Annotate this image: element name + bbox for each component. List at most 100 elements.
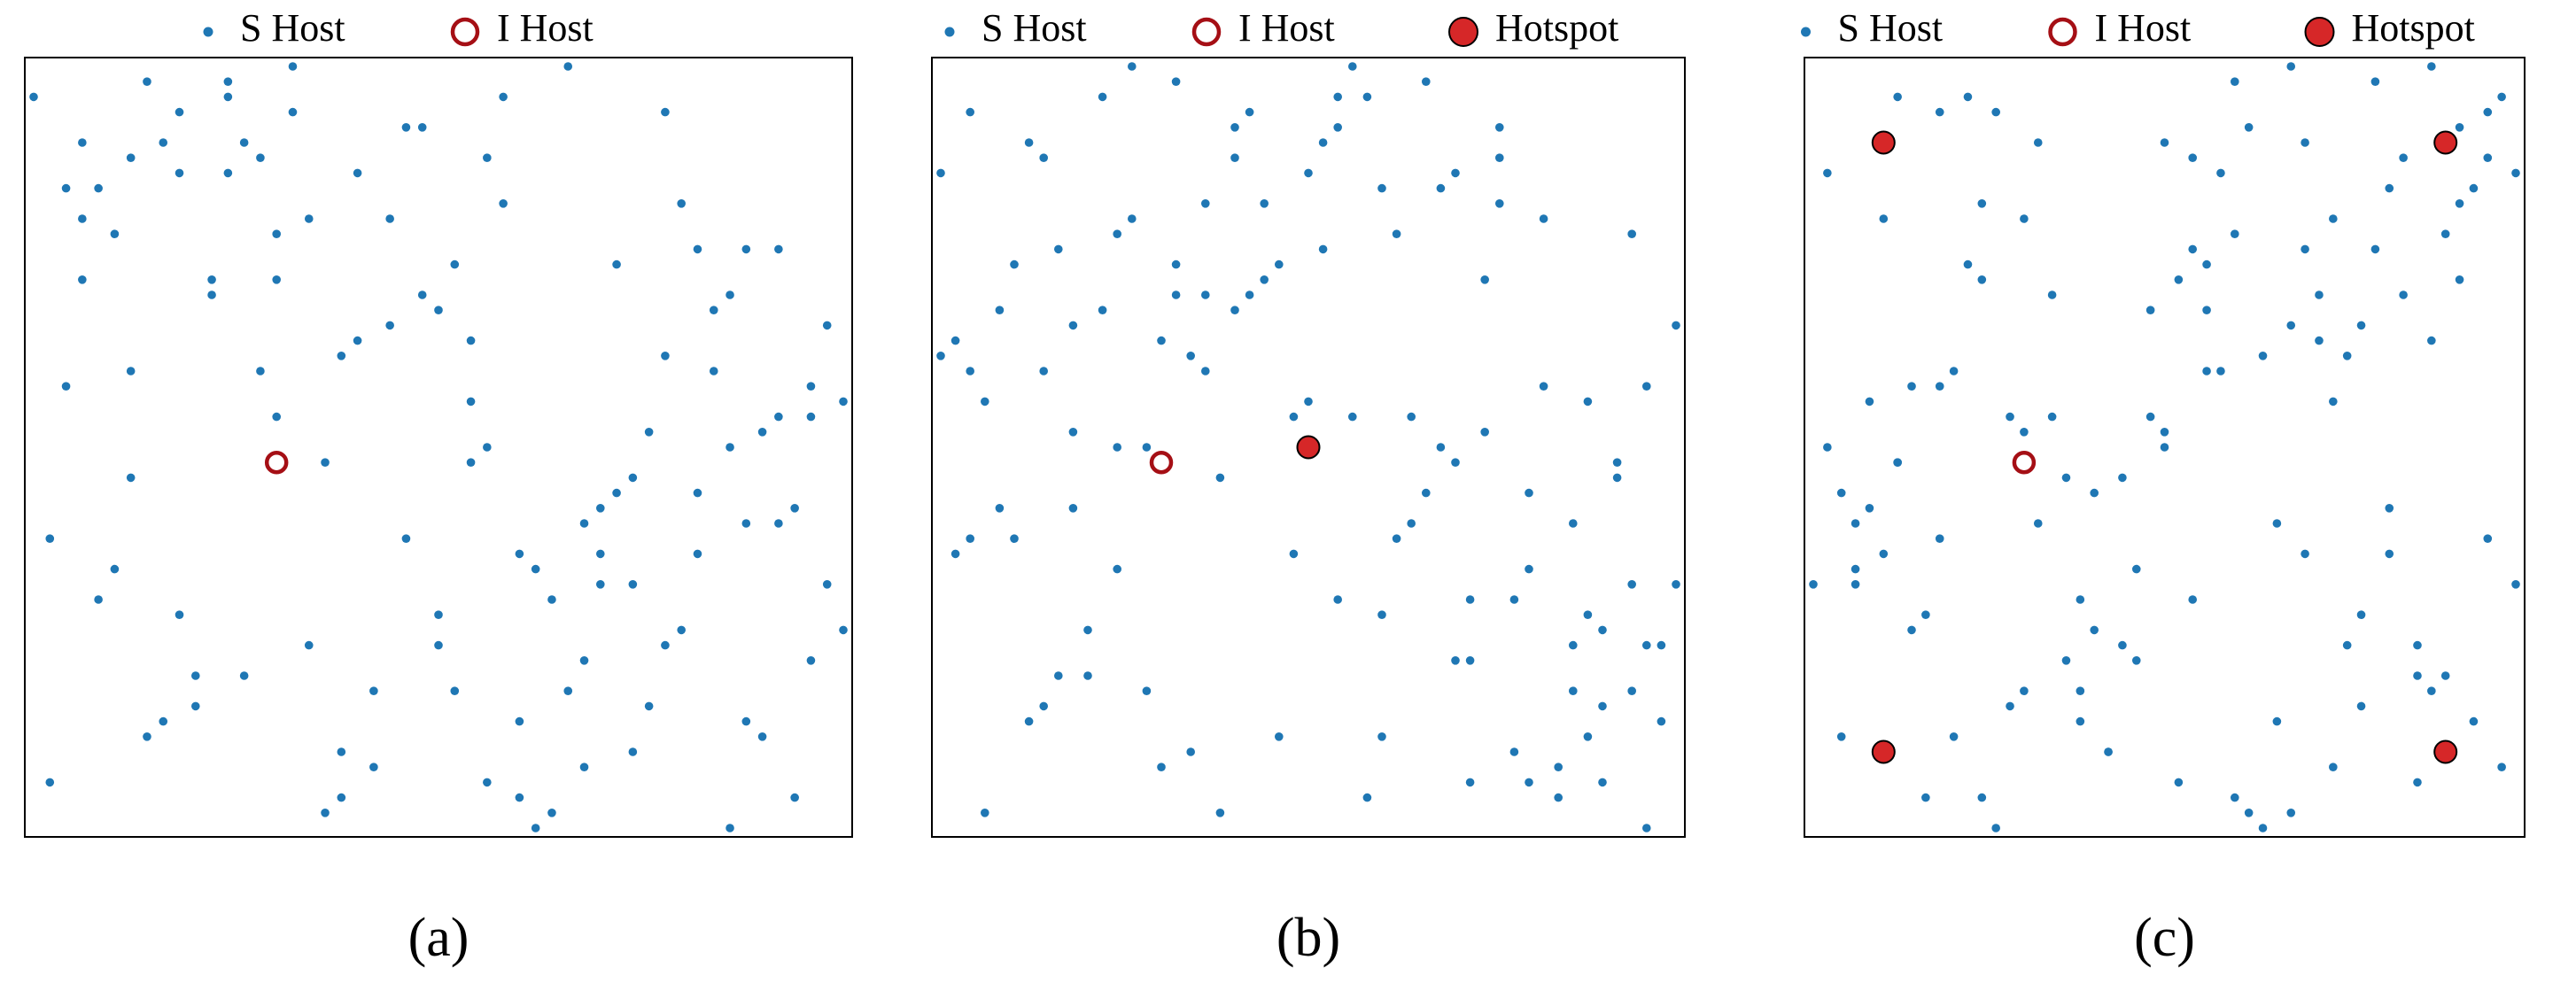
s-host — [434, 610, 443, 619]
s-host — [1260, 275, 1269, 284]
s-host — [175, 610, 184, 619]
s-host — [1230, 306, 1239, 315]
s-host — [579, 656, 589, 665]
legend-marker — [1801, 27, 1811, 37]
s-host — [61, 183, 71, 193]
s-host — [2427, 686, 2436, 695]
s-host — [321, 458, 330, 467]
s-host — [450, 686, 460, 695]
s-host — [1851, 580, 1860, 589]
s-host — [1186, 747, 1195, 756]
s-host — [1935, 534, 1944, 543]
s-host — [2483, 534, 2493, 543]
s-host — [2413, 671, 2422, 680]
s-host — [2188, 595, 2198, 604]
s-host — [1142, 686, 1152, 695]
s-host — [950, 336, 960, 345]
s-host — [2385, 549, 2394, 559]
s-host — [2145, 306, 2155, 315]
s-host — [1836, 488, 1846, 498]
hotspot — [1871, 130, 1896, 155]
s-host — [693, 488, 702, 498]
s-host — [61, 382, 71, 391]
s-host — [2231, 77, 2239, 86]
s-host — [2356, 321, 2366, 330]
s-host — [2455, 275, 2464, 284]
s-host — [2231, 793, 2239, 802]
s-host — [1201, 367, 1210, 375]
s-host — [2455, 123, 2464, 132]
s-host — [29, 92, 38, 102]
s-host — [1333, 92, 1342, 102]
s-host — [175, 168, 184, 178]
s-host — [2061, 656, 2071, 665]
s-host — [2399, 153, 2408, 162]
s-host — [2315, 336, 2324, 345]
s-host — [1480, 275, 1489, 284]
s-host — [2342, 352, 2352, 360]
s-host — [1539, 382, 1548, 391]
s-host — [450, 259, 460, 269]
s-host — [515, 793, 524, 802]
s-host — [2020, 686, 2029, 695]
s-host — [774, 244, 783, 254]
s-host — [2188, 153, 2198, 162]
s-host — [126, 473, 136, 483]
s-host — [1921, 610, 1930, 619]
s-host — [1407, 519, 1416, 528]
s-host — [2090, 625, 2099, 635]
legend-marker — [450, 17, 480, 47]
s-host — [1657, 640, 1666, 650]
s-host — [644, 428, 654, 437]
s-host — [2076, 716, 2085, 726]
s-host — [2511, 168, 2520, 178]
s-host — [2145, 412, 2155, 422]
s-host — [1921, 793, 1930, 802]
s-host — [45, 534, 55, 543]
s-host — [1171, 77, 1181, 86]
s-host — [1851, 564, 1860, 574]
s-host — [1377, 183, 1386, 193]
s-host — [2427, 62, 2436, 71]
s-host — [159, 716, 168, 726]
s-host — [822, 580, 832, 589]
s-host — [822, 321, 832, 330]
s-host — [1949, 732, 1959, 741]
s-host — [1627, 580, 1636, 589]
s-host — [1113, 443, 1121, 452]
s-host — [596, 549, 605, 559]
s-host — [2483, 153, 2493, 162]
legend-label: S Host — [1838, 6, 1944, 50]
legend-label: S Host — [240, 6, 345, 50]
s-host — [709, 306, 718, 315]
s-host — [1024, 716, 1034, 726]
s-host — [2469, 716, 2479, 726]
s-host — [78, 138, 87, 147]
s-host — [1318, 138, 1328, 147]
s-host — [466, 397, 476, 406]
s-host — [1642, 382, 1651, 391]
s-host — [2160, 428, 2169, 437]
legend-label: I Host — [1238, 6, 1335, 50]
s-host — [272, 229, 282, 239]
s-host — [1010, 534, 1019, 543]
s-host — [1583, 397, 1593, 406]
s-host — [2301, 244, 2309, 254]
s-host — [677, 625, 686, 635]
s-host — [175, 107, 184, 117]
s-host — [2244, 809, 2254, 817]
s-host — [466, 336, 476, 345]
s-host — [531, 564, 540, 574]
s-host — [806, 656, 816, 665]
s-host — [2329, 763, 2338, 771]
s-host — [725, 443, 734, 452]
s-host — [547, 809, 556, 817]
s-host — [1642, 640, 1651, 650]
s-host — [1865, 397, 1874, 406]
s-host — [1377, 732, 1386, 741]
s-host — [1083, 625, 1092, 635]
s-host — [1569, 519, 1578, 528]
s-host — [417, 123, 427, 132]
s-host — [223, 77, 233, 86]
s-host — [499, 199, 508, 208]
